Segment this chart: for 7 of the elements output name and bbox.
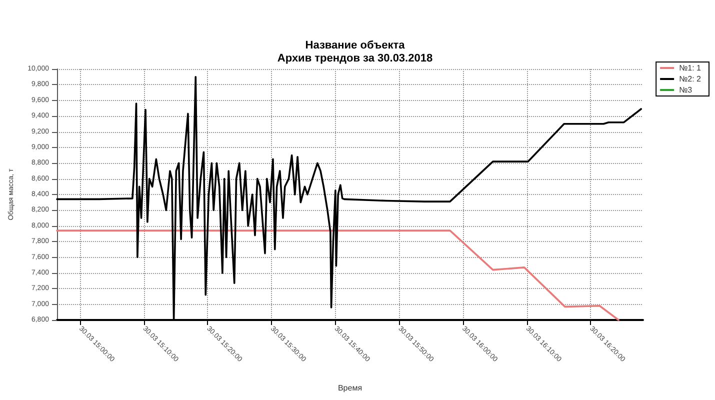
legend-label: №3 xyxy=(679,86,693,94)
line-series xyxy=(56,230,620,321)
legend-label: №1: 1 xyxy=(679,64,702,72)
chart-title: Название объекта Архив трендов за 30.03.2018 xyxy=(277,40,433,64)
line-series xyxy=(56,76,642,321)
x-axis-title: Время xyxy=(338,384,362,392)
legend-label: №2: 2 xyxy=(679,74,702,84)
